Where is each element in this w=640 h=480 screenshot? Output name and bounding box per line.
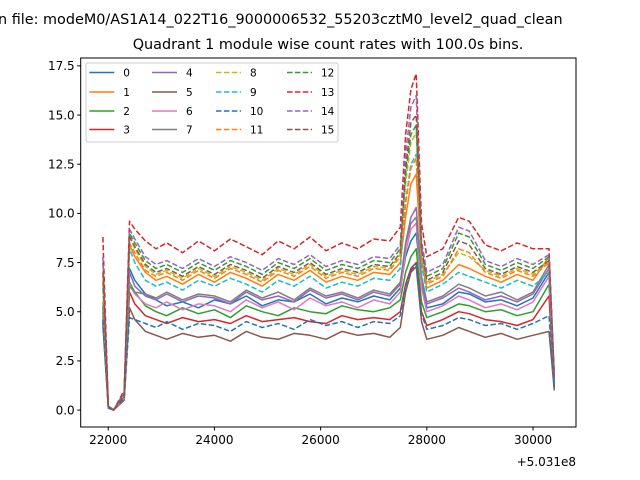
series-line-12 [102, 124, 556, 411]
chart-title: Quadrant 1 module wise count rates with … [133, 37, 524, 53]
y-tick-label: 15.0 [48, 108, 75, 122]
series-line-11 [102, 157, 556, 411]
y-tick-label: 2.5 [56, 354, 75, 368]
legend-label-6: 6 [186, 106, 193, 118]
legend-label-3: 3 [123, 124, 130, 136]
figure-suptitle: n file: modeM0/AS1A14_022T16_9000006532_… [0, 12, 563, 28]
legend-label-14: 14 [321, 106, 335, 118]
x-tick-label: 30000 [514, 433, 552, 447]
series-line-15 [102, 114, 556, 411]
legend-label-8: 8 [250, 67, 257, 79]
y-axis: 0.0 2.5 5.0 7.5 10.0 12.5 15.0 17.5 [48, 59, 81, 417]
axes-frame [80, 57, 577, 428]
y-tick-label: 7.5 [56, 256, 75, 270]
x-tick-label: 26000 [302, 433, 340, 447]
legend-label-12: 12 [321, 67, 334, 79]
series-line-13 [102, 72, 556, 411]
y-tick-label: 0.0 [56, 403, 75, 417]
series-line-5 [102, 265, 556, 411]
series-line-6 [102, 222, 556, 411]
legend-label-7: 7 [186, 124, 193, 136]
legend-label-11: 11 [250, 124, 263, 136]
series-line-4 [102, 206, 556, 411]
x-tick-label: 28000 [408, 433, 446, 447]
legend-label-2: 2 [123, 106, 130, 118]
legend-label-13: 13 [321, 87, 334, 99]
legend-label-5: 5 [186, 87, 193, 99]
x-tick-label: 22000 [89, 433, 127, 447]
plot-lines [102, 72, 556, 411]
series-line-7 [102, 216, 556, 411]
series-line-2 [102, 248, 556, 411]
series-line-9 [102, 153, 556, 411]
series-line-3 [102, 261, 556, 411]
x-axis: 22000 24000 26000 28000 30000 [89, 427, 552, 447]
y-tick-label: 5.0 [56, 305, 75, 319]
legend-label-15: 15 [321, 124, 334, 136]
series-line-1 [102, 173, 556, 411]
y-tick-label: 17.5 [48, 59, 75, 73]
legend-label-0: 0 [123, 67, 130, 79]
legend-frame [85, 62, 339, 143]
series-line-8 [102, 131, 556, 411]
legend-label-10: 10 [250, 106, 263, 118]
legend-label-9: 9 [250, 87, 257, 99]
series-line-14 [102, 94, 556, 411]
legend-label-4: 4 [186, 67, 193, 79]
series-line-10 [102, 263, 556, 411]
legend-label-1: 1 [123, 87, 130, 99]
x-offset-label: +5.031e8 [517, 455, 576, 469]
y-tick-label: 10.0 [48, 207, 75, 221]
x-tick-label: 24000 [195, 433, 233, 447]
y-tick-label: 12.5 [48, 158, 75, 172]
